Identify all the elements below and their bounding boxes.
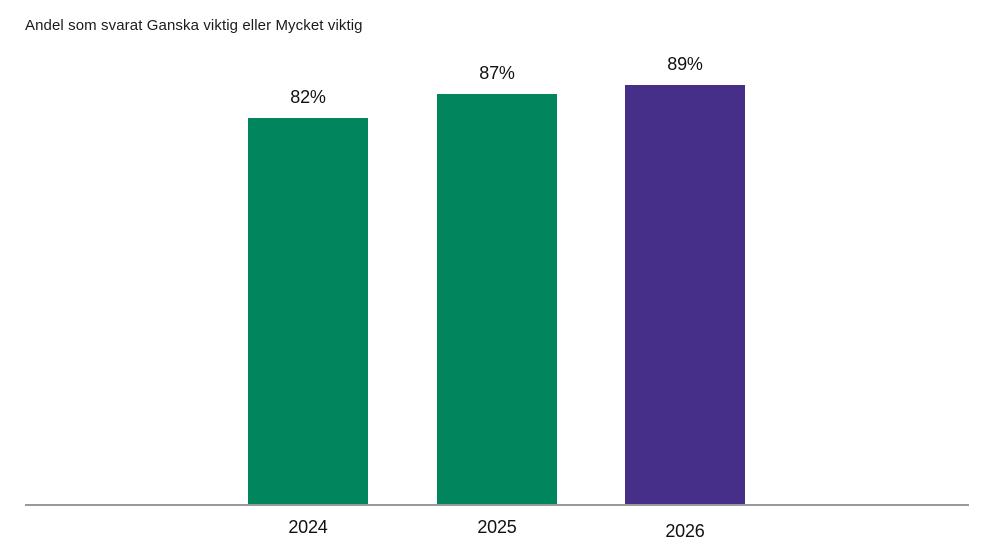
bar-value-label: 87% xyxy=(479,63,515,84)
bar-value-label: 89% xyxy=(667,54,703,75)
bar-value-label: 82% xyxy=(290,87,326,108)
bar-column: 89% 2026 xyxy=(625,54,745,541)
x-axis-line xyxy=(25,504,969,506)
bar xyxy=(437,94,557,504)
chart-title: Andel som svarat Ganska viktig eller Myc… xyxy=(25,17,363,34)
x-axis-tick-label: 2025 xyxy=(477,517,517,537)
bar xyxy=(248,118,368,504)
bar xyxy=(625,85,745,504)
x-axis-tick-label: 2026 xyxy=(665,521,705,541)
bar-column: 87% 2025 xyxy=(437,63,557,537)
bar-column: 82% 2024 xyxy=(248,87,368,537)
x-axis-tick-label: 2024 xyxy=(288,517,328,537)
